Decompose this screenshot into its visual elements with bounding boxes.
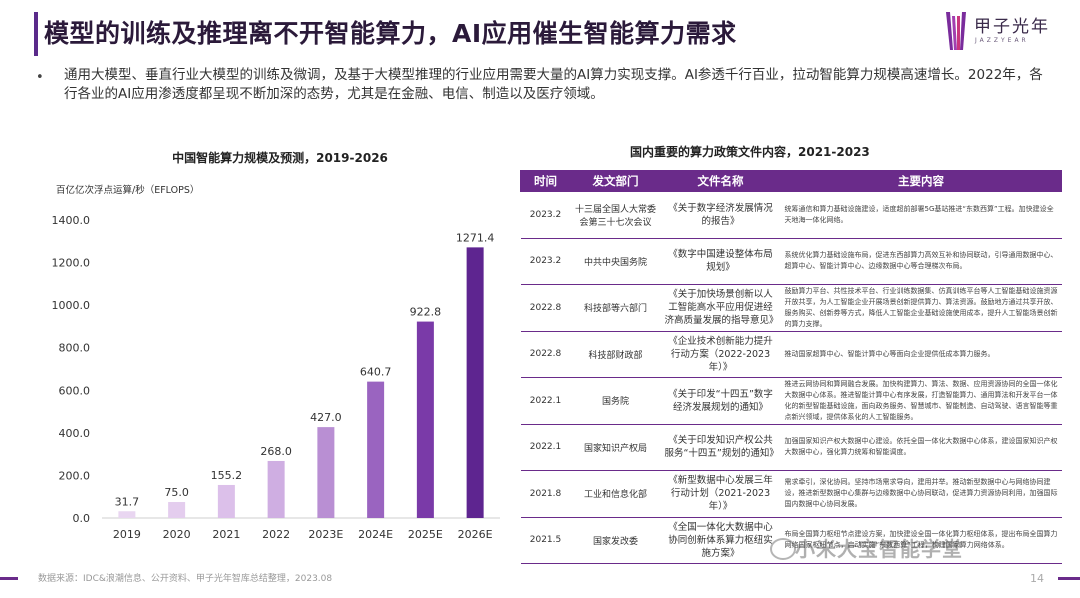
source-note: 数据来源：IDC&浪潮信息、公开资料、甲子光年智库总结整理，2023.08 [38, 574, 333, 584]
header-dept: 发文部门 [570, 170, 661, 192]
row-dept: 科技部财政部 [570, 330, 661, 378]
row-dept: 国家知识产权局 [570, 423, 661, 471]
watermark-text: 小米大宝智能学堂 [795, 537, 963, 561]
table-title: 国内重要的算力政策文件内容，2021-2023 [630, 145, 870, 159]
logo-text: 甲子光年 [974, 17, 1050, 37]
bar [466, 247, 484, 519]
row-content: 加强国家知识产权大数据中心建设。依托全国一体化大数据中心体系，建设国家知识产权大… [780, 423, 1062, 471]
row-time: 2023.2 [520, 191, 571, 239]
header-content: 主要内容 [780, 170, 1062, 192]
row-doc: 《数字中国建设整体布局规划》 [660, 237, 781, 285]
row-doc: 《关于印发知识产权公共服务“十四五”规划的通知》 [660, 423, 781, 471]
row-content: 系统优化算力基础设施布局，促进东西部算力高效互补和协同联动，引导通用数据中心、超… [780, 237, 1062, 285]
policy-table: 时间 发文部门 文件名称 主要内容 2023.2 十三届全国人大常委会第三十七次… [520, 170, 1062, 564]
header-time: 时间 [520, 170, 571, 192]
row-doc: 《关于加快场景创新以人工智能高水平应用促进经济高质量发展的指导意见》 [660, 284, 781, 332]
data-label: 155.2 [211, 469, 243, 482]
row-content: 统筹通信和算力基础设施建设，适度超前部署5G基站推进“东数西算”工程。加快建设全… [780, 191, 1062, 239]
y-tick-label: 600.0 [59, 384, 91, 397]
logo-mark-icon [946, 12, 966, 50]
title-accent-bar [34, 12, 38, 56]
bar-chart: 0.0 200.0 400.0 600.0 800.0 1000.0 1200.0 1400.… [52, 214, 500, 541]
x-tick-label: 2026E [458, 528, 493, 541]
y-tick-label: 1400.0 [52, 214, 91, 227]
data-label: 31.7 [115, 495, 140, 508]
table-row: 2022.8 科技部财政部 《企业技术创新能力提升行动方案（2022-2023年… [520, 330, 1062, 378]
row-time: 2021.5 [520, 516, 571, 564]
page-number: 14 [1030, 572, 1044, 585]
x-tick-label: 2021 [212, 528, 240, 541]
y-tick-label: 800.0 [59, 342, 91, 355]
x-tick-label: 2025E [408, 528, 443, 541]
intro-text: 通用大模型、垂直行业大模型的训练及微调，及基于大模型推理的行业应用需要大量的AI… [64, 67, 1043, 102]
row-dept: 国务院 [570, 377, 661, 425]
page-title: 模型的训练及推理离不开智能算力，AI应用催生智能算力需求 [44, 19, 737, 48]
table-row: 2022.1 国家知识产权局 《关于印发知识产权公共服务“十四五”规划的通知》 … [520, 423, 1062, 471]
row-time: 2022.1 [520, 377, 571, 425]
x-tick-label: 2019 [113, 528, 141, 541]
row-doc: 《企业技术创新能力提升行动方案（2022-2023年）》 [660, 330, 781, 378]
y-tick-label: 400.0 [59, 427, 91, 440]
row-time: 2022.1 [520, 423, 571, 471]
bar [168, 502, 186, 518]
bar [217, 484, 235, 518]
data-label: 427.0 [310, 411, 342, 424]
row-doc: 《新型数据中心发展三年行动计划（2021-2023年）》 [660, 470, 781, 518]
y-tick-label: 1200.0 [52, 257, 91, 270]
table-row: 2023.2 中共中央国务院 《数字中国建设整体布局规划》 系统优化算力基础设施… [520, 237, 1062, 285]
x-tick-label: 2024E [358, 528, 393, 541]
data-label: 1271.4 [456, 231, 495, 244]
footer-accent-left [0, 577, 18, 580]
row-content: 推进云网协同和算网融合发展。加快构建算力、算法、数据、应用资源协同的全国一体化大… [780, 377, 1062, 425]
row-time: 2023.2 [520, 237, 571, 285]
y-tick-label: 200.0 [59, 469, 91, 482]
bar [118, 511, 136, 518]
data-label: 922.8 [410, 306, 442, 319]
brand-logo: 甲子光年 JAZZYEAR [946, 10, 1066, 54]
data-label: 75.0 [164, 486, 189, 499]
data-label: 640.7 [360, 366, 392, 379]
row-time: 2022.8 [520, 330, 571, 378]
bar [267, 460, 285, 518]
row-time: 2022.8 [520, 284, 571, 332]
row-content: 需求牵引，深化协同。坚持市场需求导向，建用并举。推动新型数据中心与网络协同建设，… [780, 470, 1062, 518]
row-doc: 《全国一体化大数据中心协同创新体系算力枢纽实施方案》 [660, 516, 781, 564]
row-doc: 《关于数字经济发展情况的报告》 [660, 191, 781, 239]
x-tick-label: 2023E [308, 528, 343, 541]
bullet-dot: • [36, 70, 44, 85]
row-doc: 《关于印发“十四五”数字经济发展规划的通知》 [660, 377, 781, 425]
y-axis-label: 百亿亿次浮点运算/秒（EFLOPS） [56, 185, 200, 196]
footer-accent-right [1058, 577, 1080, 580]
header-doc: 文件名称 [660, 170, 781, 192]
y-tick-label: 1000.0 [52, 299, 91, 312]
table-row: 2021.8 工业和信息化部 《新型数据中心发展三年行动计划（2021-2023… [520, 470, 1062, 518]
y-tick-label: 0.0 [73, 512, 91, 525]
table-row: 2023.2 十三届全国人大常委会第三十七次会议 《关于数字经济发展情况的报告》… [520, 191, 1062, 239]
table-row: 2022.1 国务院 《关于印发“十四五”数字经济发展规划的通知》 推进云网协同… [520, 377, 1062, 425]
table-row: 2021.5 国家发改委 《全国一体化大数据中心协同创新体系算力枢纽实施方案》 … [520, 516, 1062, 564]
table-row: 2022.8 科技部等六部门 《关于加快场景创新以人工智能高水平应用促进经济高质… [520, 284, 1062, 332]
row-content: 推动国家超算中心、智能计算中心等面向企业提供低成本算力服务。 [780, 330, 1062, 378]
chart-title: 中国智能算力规模及预测，2019-2026 [172, 151, 388, 165]
x-tick-label: 2020 [163, 528, 191, 541]
row-time: 2021.8 [520, 470, 571, 518]
row-dept: 工业和信息化部 [570, 470, 661, 518]
row-dept: 国家发改委 [570, 516, 661, 564]
wechat-icon [770, 538, 796, 560]
x-tick-label: 2022 [262, 528, 290, 541]
row-dept: 科技部等六部门 [570, 284, 661, 332]
bar [367, 381, 385, 518]
bar [317, 427, 335, 518]
row-dept: 十三届全国人大常委会第三十七次会议 [570, 191, 661, 239]
row-dept: 中共中央国务院 [570, 237, 661, 285]
row-content: 鼓励算力平台、共性技术平台、行业训练数据集、仿真训练平台等人工智能基础设施资源开… [780, 284, 1062, 332]
logo-subtext: JAZZYEAR [975, 37, 1029, 44]
bar [416, 321, 434, 518]
data-label: 268.0 [260, 445, 292, 458]
row-content: 布局全国算力枢纽节点建设方案，加快建设全国一体化算力枢纽体系，提出布局全国算力网… [780, 516, 1062, 564]
